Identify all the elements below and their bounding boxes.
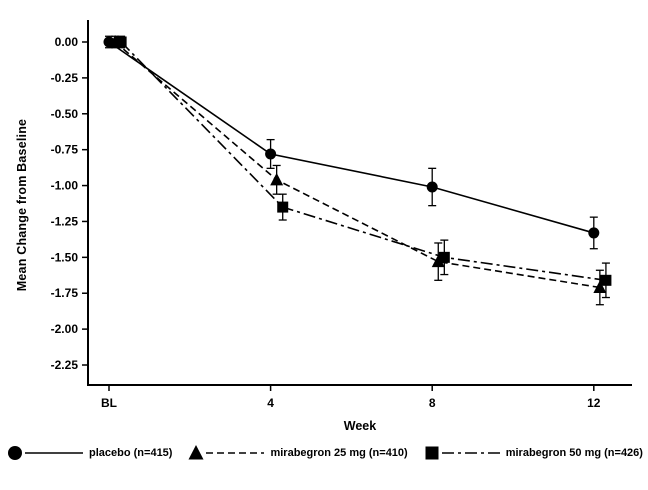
plot-area: 0.00 -0.25 -0.50 -0.75 -1.00 -1.25 -1.50 -1.75 -… [51,20,632,410]
svg-text:-1.00: -1.00 [51,179,79,193]
triangle-marker-icon [188,445,265,460]
legend-label-mirabegron-50mg: mirabegron 50 mg (n=426) [505,447,643,459]
square-marker-icon [425,446,500,460]
svg-text:4: 4 [267,396,274,410]
svg-text:-0.25: -0.25 [51,71,79,85]
svg-text:-1.25: -1.25 [51,214,79,228]
svg-text:-1.75: -1.75 [51,286,79,300]
svg-text:-2.00: -2.00 [51,322,79,336]
legend-label-mirabegron-25mg: mirabegron 25 mg (n=410) [270,447,408,459]
legend-item-mirabegron-25mg: mirabegron 25 mg (n=410) [186,443,408,463]
legend: placebo (n=415) mirabegron 25 mg (n=410)… [0,443,648,463]
svg-text:0.00: 0.00 [55,35,79,49]
svg-text:12: 12 [587,396,601,410]
x-axis-title: Week [343,419,377,433]
svg-text:-0.50: -0.50 [51,107,79,121]
legend-label-placebo: placebo (n=415) [89,447,173,459]
svg-text:8: 8 [429,396,436,410]
svg-text:-0.75: -0.75 [51,143,79,157]
circle-marker-icon [8,446,84,460]
legend-item-mirabegron-50mg: mirabegron 50 mg (n=426) [422,443,643,463]
svg-text:BL: BL [101,396,117,410]
svg-text:-2.25: -2.25 [51,358,79,372]
legend-item-placebo: placebo (n=415) [5,443,172,463]
svg-text:-1.50: -1.50 [51,250,79,264]
